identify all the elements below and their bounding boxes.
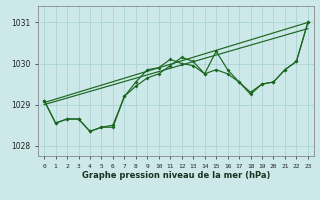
X-axis label: Graphe pression niveau de la mer (hPa): Graphe pression niveau de la mer (hPa) [82, 171, 270, 180]
